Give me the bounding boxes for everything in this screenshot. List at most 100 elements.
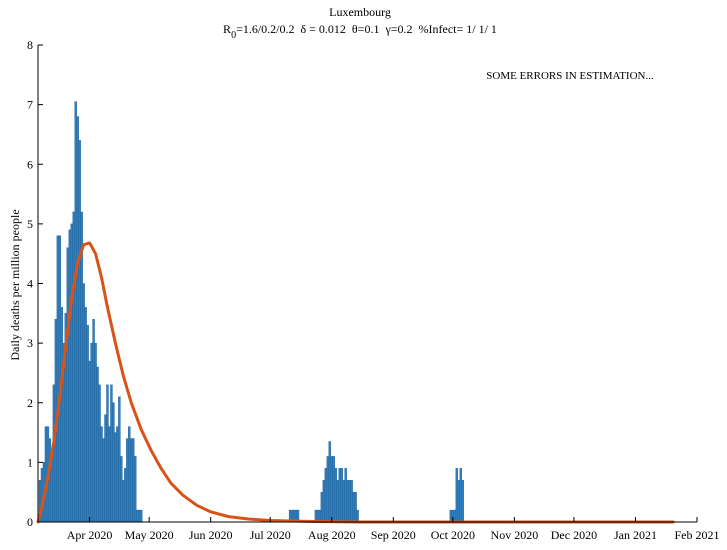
- y-tick-label: 3: [27, 336, 33, 350]
- data-bar: [120, 456, 123, 523]
- data-bar: [106, 384, 109, 523]
- data-bar: [112, 402, 115, 523]
- data-bar: [138, 509, 141, 523]
- data-bar: [104, 414, 107, 523]
- data-bar: [346, 480, 349, 523]
- model-curve-layer: [36, 241, 675, 524]
- axes-layer: 0 1 2 3 4 5 6 7 8 Apr 2020 May 2020 Jun 2020 Jul 202…: [27, 38, 720, 542]
- data-bar: [66, 247, 69, 523]
- subtitle-r0-prefix: R: [223, 22, 231, 36]
- data-bar: [80, 211, 83, 523]
- data-bar: [76, 116, 79, 523]
- x-tick-label: Feb 2021: [675, 528, 720, 542]
- subtitle-infect: %Infect= 1/ 1/ 1: [419, 22, 497, 36]
- data-bar: [74, 101, 77, 523]
- data-bar: [118, 396, 121, 523]
- data-bar: [136, 509, 139, 523]
- data-bar: [324, 468, 328, 523]
- chart-annotation: SOME ERRORS IN ESTIMATION...: [486, 70, 654, 82]
- data-bar: [110, 384, 113, 523]
- data-bar: [94, 342, 97, 523]
- data-bar: [124, 468, 127, 523]
- data-bar: [60, 307, 64, 523]
- data-bar: [98, 384, 101, 523]
- data-bar: [96, 366, 99, 523]
- data-bar: [116, 426, 119, 523]
- data-bar: [128, 426, 131, 523]
- data-bar: [320, 491, 324, 523]
- data-bar: [459, 468, 462, 523]
- data-bar: [455, 468, 459, 523]
- data-bar: [82, 283, 85, 523]
- data-bar: [140, 509, 143, 523]
- bars-layer: [38, 101, 464, 523]
- data-bar: [348, 480, 351, 523]
- y-axis-label: Daily deaths per million people: [8, 209, 22, 360]
- data-bar: [88, 360, 91, 523]
- data-bar: [68, 229, 71, 523]
- data-bar: [122, 480, 125, 523]
- data-bar: [344, 468, 347, 523]
- x-tick-label: Jul 2020: [250, 528, 291, 542]
- data-bar: [126, 438, 129, 523]
- data-bar: [352, 491, 355, 523]
- data-bar: [132, 438, 135, 523]
- data-bar: [356, 509, 359, 523]
- y-tick-label: 7: [27, 98, 33, 112]
- y-tick-label: 5: [27, 217, 33, 231]
- chart-title: Luxembourg: [329, 5, 391, 19]
- data-bar: [114, 432, 117, 523]
- data-bar: [338, 468, 341, 523]
- y-tick-label: 2: [27, 396, 33, 410]
- x-tick-label: May 2020: [125, 528, 174, 542]
- data-bar: [134, 456, 137, 523]
- data-bar: [336, 480, 339, 523]
- x-tick-label: Jan 2021: [614, 528, 657, 542]
- subtitle-r0-values: =1.6/0.2/0.2: [236, 22, 294, 36]
- y-tick-label: 8: [27, 38, 33, 52]
- subtitle-theta: θ=0.1: [352, 22, 380, 36]
- y-tick-label: 0: [27, 515, 33, 529]
- data-bar: [350, 480, 353, 523]
- data-bar: [72, 211, 75, 523]
- data-bar: [92, 319, 95, 523]
- subtitle-gamma: γ=0.2: [384, 22, 412, 36]
- data-bar: [78, 140, 81, 523]
- x-tick-label: Sep 2020: [371, 528, 416, 542]
- data-bar: [330, 456, 333, 523]
- data-bar: [84, 307, 87, 523]
- x-tick-label: Jun 2020: [189, 528, 233, 542]
- data-bar: [453, 509, 457, 523]
- data-bar: [342, 480, 345, 523]
- data-bar: [326, 456, 329, 523]
- data-bar: [56, 235, 60, 523]
- data-bar: [48, 438, 52, 523]
- data-bar: [108, 426, 111, 523]
- x-tick-label: Aug 2020: [308, 528, 356, 542]
- x-tick-label: Nov 2020: [491, 528, 539, 542]
- data-bar: [90, 342, 93, 523]
- chart-subtitle: R0=1.6/0.2/0.2 δ = 0.012 θ=0.1 γ=0.2 %Infect…: [223, 22, 497, 41]
- subtitle-delta: δ = 0.012: [301, 22, 346, 36]
- data-bar: [449, 509, 453, 523]
- y-tick-label: 6: [27, 157, 33, 171]
- data-bar: [44, 426, 48, 523]
- subtitle-r0-sub: 0: [231, 30, 236, 41]
- x-tick-label: Apr 2020: [67, 528, 113, 542]
- data-bar: [322, 480, 326, 523]
- data-bar: [328, 441, 331, 523]
- data-bar: [130, 438, 133, 523]
- data-bar: [340, 468, 343, 523]
- data-bar: [100, 426, 103, 523]
- data-bar: [334, 468, 337, 523]
- model-curve: [36, 241, 675, 524]
- data-bar: [461, 480, 464, 523]
- x-tick-label: Oct 2020: [431, 528, 475, 542]
- y-tick-label: 4: [27, 277, 33, 291]
- y-tick-label: 1: [27, 455, 33, 469]
- data-bar: [457, 480, 460, 523]
- data-bar: [332, 456, 335, 523]
- data-bar: [102, 438, 105, 523]
